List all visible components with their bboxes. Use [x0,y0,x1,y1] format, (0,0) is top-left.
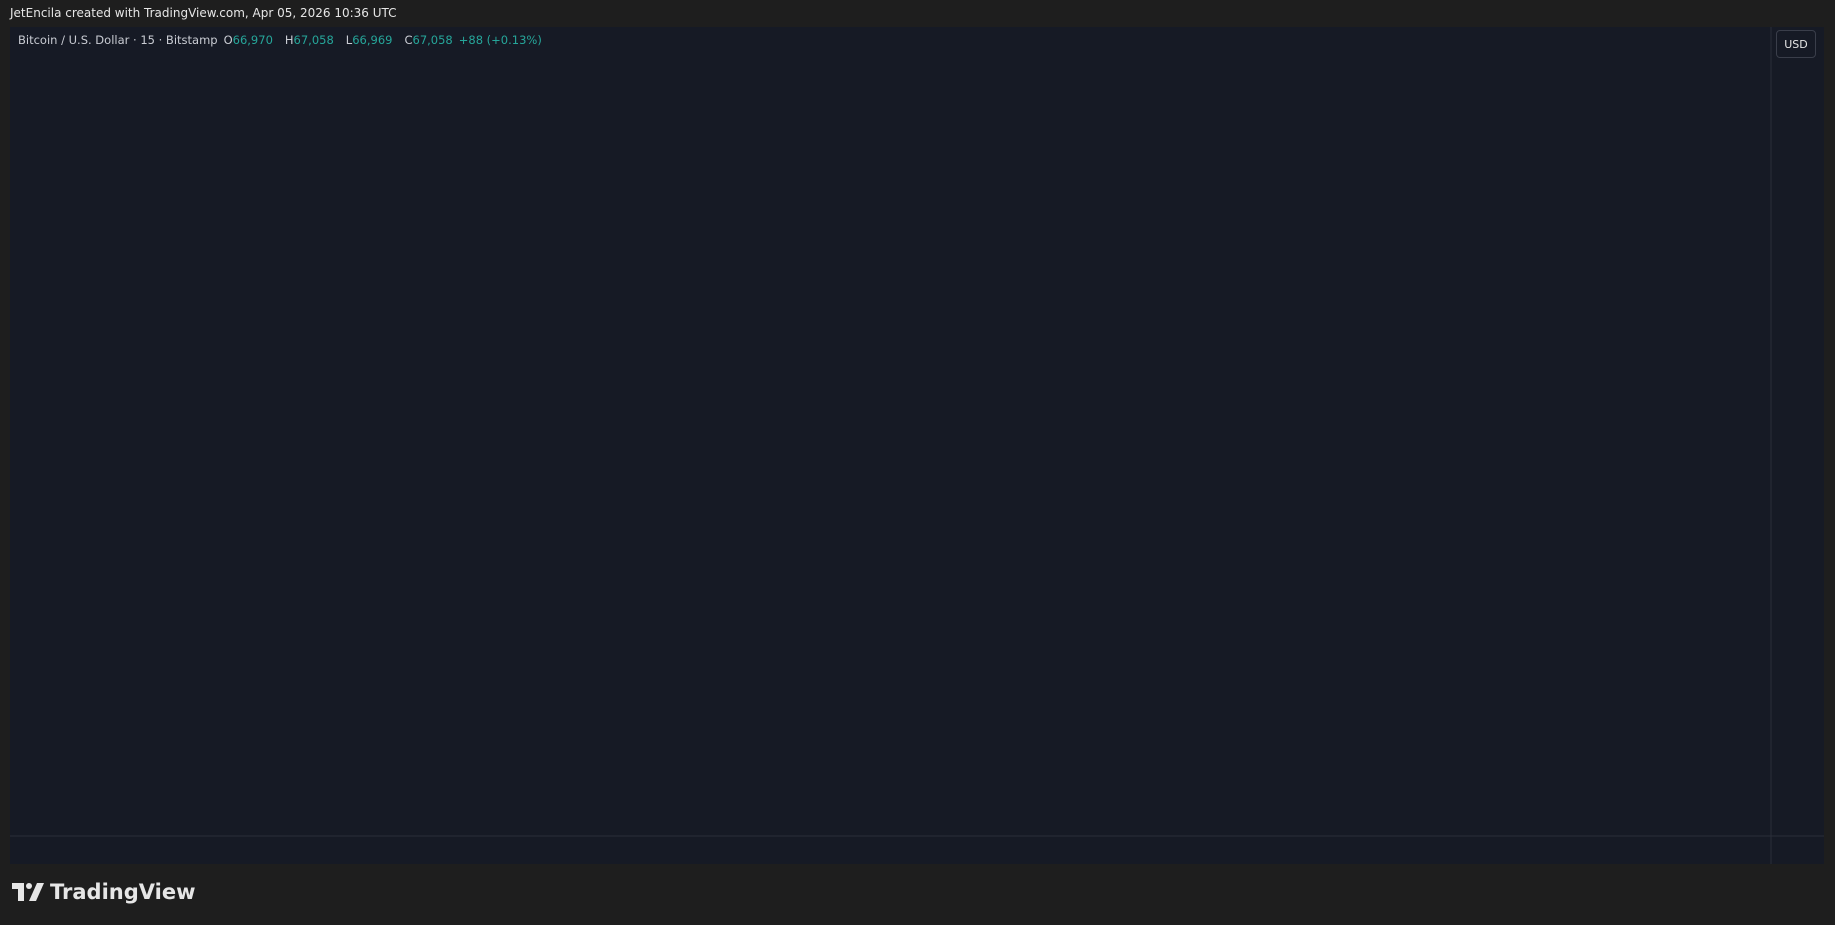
currency-button[interactable]: USD [1776,30,1816,58]
ohlc-key: O [223,33,233,47]
ohlc-key: L [345,33,353,47]
header-bar: JetEncila created with TradingView.com, … [0,0,1835,27]
change: +88 (+0.13%) [458,33,542,47]
ohlc-item: L 66,969 [346,33,393,47]
ohlc-value: 66,969 [352,33,393,47]
footer: TradingView [12,880,195,904]
brand-logo [12,883,44,901]
ohlc: O 66,970 H 67,058 L 66,969 C 67,058 [224,33,453,47]
brand: TradingView [50,880,196,904]
ohlc-value: 66,970 [232,33,273,47]
ohlc-item: C 67,058 [404,33,452,47]
ohlc-key: H [284,33,294,47]
ohlc-item: O 66,970 [224,33,273,47]
chart-pane [10,27,1824,864]
ohlc-item: H 67,058 [285,33,334,47]
ohlc-key: C [404,33,413,47]
header-text: JetEncila created with TradingView.com, … [10,6,397,20]
chart [10,27,1824,864]
ohlc-value: 67,058 [293,33,334,47]
ohlc-value: 67,058 [412,33,453,47]
symbol: Bitcoin / U.S. Dollar · 15 · Bitstamp [18,33,218,47]
